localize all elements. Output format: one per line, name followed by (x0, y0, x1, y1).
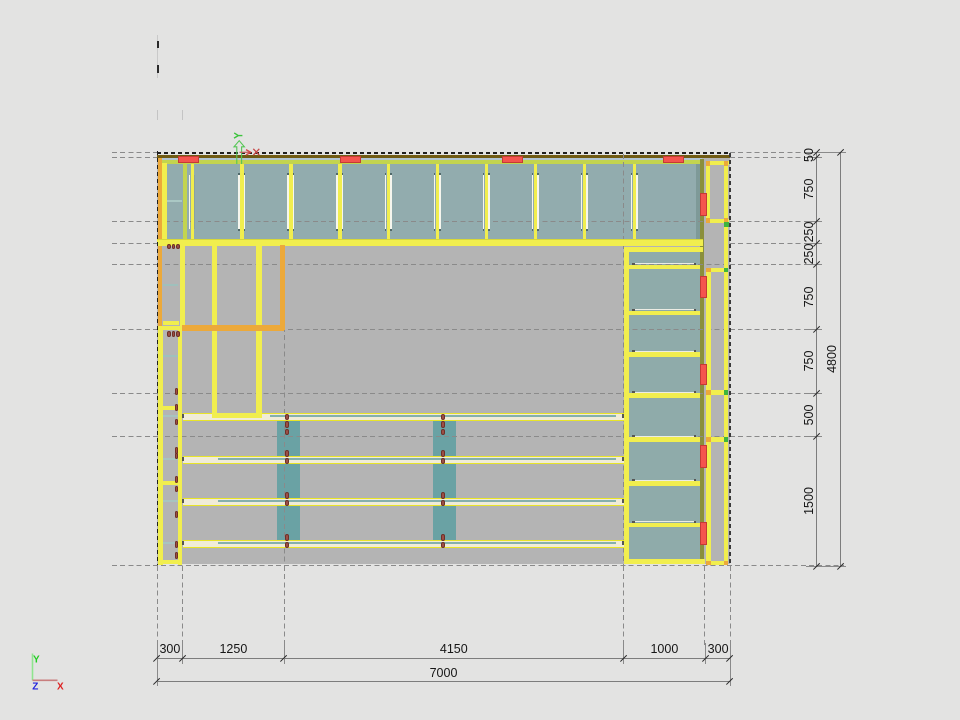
svg-text:X: X (57, 682, 64, 693)
svg-text:Y: Y (33, 655, 40, 666)
svg-text:Z: Z (32, 682, 38, 693)
